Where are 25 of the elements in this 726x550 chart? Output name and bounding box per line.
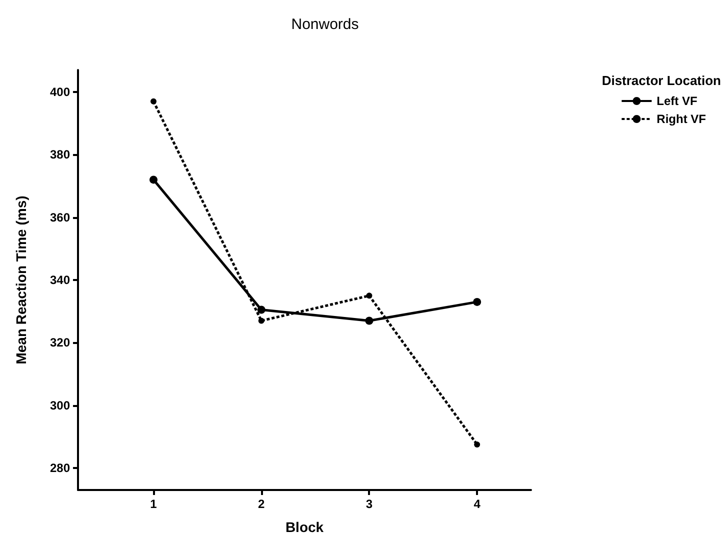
y-tick-label: 300 [50, 398, 70, 412]
y-tick-label: 400 [50, 84, 70, 99]
point [258, 318, 264, 324]
y-tick-label: 280 [50, 461, 70, 476]
point [150, 98, 156, 104]
point [473, 298, 482, 306]
point [474, 442, 480, 448]
y-tick-label: 340 [50, 273, 70, 287]
y-tick-label: 360 [50, 210, 70, 224]
x-axis-title: Block [285, 519, 324, 535]
y-tick-label: 320 [50, 336, 70, 350]
legend-label: Right VF [656, 112, 706, 126]
x-tick-label: 1 [150, 497, 158, 511]
point [366, 292, 372, 299]
y-tick-label: 380 [50, 148, 70, 162]
x-tick-label: 2 [258, 497, 266, 511]
legend-label: Left VF [656, 94, 698, 108]
x-tick-label: 3 [366, 497, 373, 511]
point [365, 316, 374, 325]
y-axis-title: Mean Reaction Time (ms) [13, 196, 29, 364]
chart-title: Nonwords [291, 16, 359, 33]
legend-title: Distractor Location [602, 73, 722, 88]
point [257, 306, 266, 314]
point [150, 176, 158, 184]
x-tick-label: 4 [474, 497, 481, 511]
